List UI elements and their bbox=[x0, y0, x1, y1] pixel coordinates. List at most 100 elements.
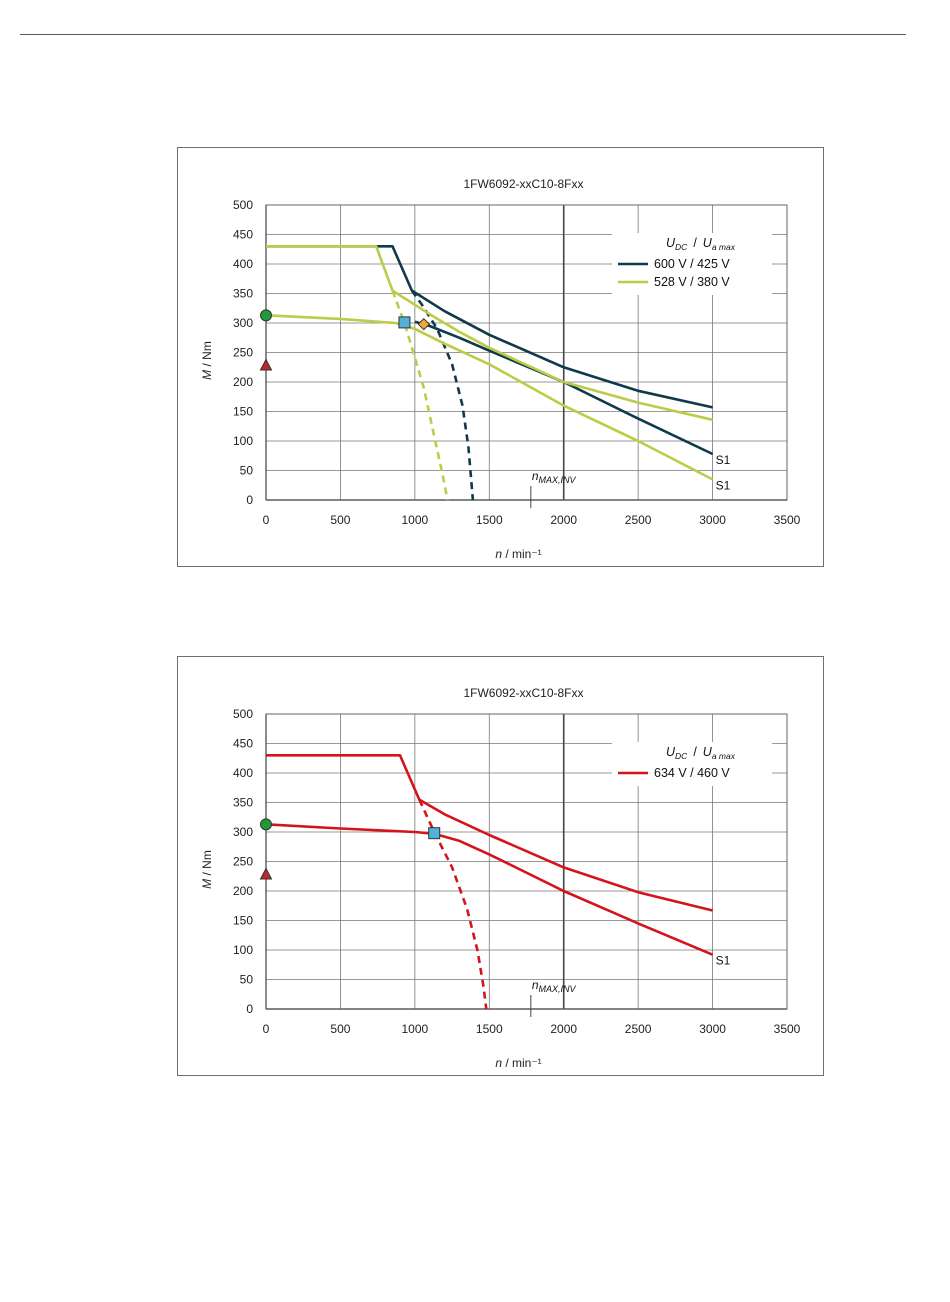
x-tick-label: 0 bbox=[263, 1022, 270, 1036]
y-axis-var: M bbox=[200, 879, 214, 889]
nmax-inv-label: nMAX,INV bbox=[532, 978, 577, 994]
y-tick-label: 250 bbox=[233, 855, 253, 869]
series-1-inverter-limit-line bbox=[391, 290, 449, 501]
series-1-s1-label: S1 bbox=[716, 478, 731, 492]
y-tick-label: 400 bbox=[233, 257, 253, 271]
legend-header-ua-sub: a max bbox=[712, 751, 736, 761]
x-axis-var: n bbox=[495, 547, 502, 561]
series-0-s1-line bbox=[265, 823, 714, 956]
chart-title: 1FW6092-xxC10-8Fxx bbox=[463, 177, 583, 191]
legend-header-ua: U bbox=[703, 745, 713, 759]
legend-background bbox=[612, 742, 772, 786]
x-tick-label: 500 bbox=[330, 1022, 350, 1036]
y-tick-label: 0 bbox=[246, 493, 253, 507]
series-0-inverter-limit-line bbox=[418, 799, 488, 1010]
legend-header-udc: U bbox=[666, 745, 676, 759]
series-1-max-torque-line bbox=[266, 245, 713, 422]
x-tick-label: 1000 bbox=[402, 1022, 429, 1036]
legend-header-ua-sub: a max bbox=[712, 242, 736, 252]
marker-square bbox=[428, 827, 441, 840]
torque-speed-chart-2: 1FW6092-xxC10-8Fxx 0 50 100 150 200 250 300 350 4… bbox=[177, 656, 824, 1076]
y-axis-unit: / Nm bbox=[200, 341, 214, 370]
marker-square bbox=[398, 316, 411, 329]
y-tick-label: 100 bbox=[233, 943, 253, 957]
y-tick-label: 150 bbox=[233, 914, 253, 928]
y-axis-label: M / Nm bbox=[200, 341, 214, 380]
torque-speed-chart-1: 1FW6092-xxC10-8Fxx 0 50 100 150 200 250 300 350 4… bbox=[177, 147, 824, 567]
y-tick-label: 450 bbox=[233, 228, 253, 242]
legend-header-udc-sub: DC bbox=[675, 751, 688, 761]
y-tick-label: 100 bbox=[233, 434, 253, 448]
x-tick-label: 0 bbox=[263, 513, 270, 527]
y-tick-label: 150 bbox=[233, 405, 253, 419]
y-tick-label: 500 bbox=[233, 198, 253, 212]
plot-border bbox=[265, 204, 788, 501]
x-tick-label: 3500 bbox=[774, 513, 801, 527]
series-0-max-torque-line bbox=[266, 245, 713, 409]
chart-1-svg: 1FW6092-xxC10-8Fxx 0 50 100 150 200 250 300 350 4… bbox=[200, 177, 801, 561]
legend-header: UDC / Ua max bbox=[666, 745, 736, 761]
x-tick-label: 2500 bbox=[625, 1022, 652, 1036]
marker-circle bbox=[260, 818, 272, 831]
nmax-inv-sub: MAX,INV bbox=[539, 984, 577, 994]
x-axis-unit: / min⁻¹ bbox=[502, 1056, 542, 1070]
legend-header: UDC / Ua max bbox=[666, 236, 736, 252]
series-0-inverter-limit-line bbox=[410, 289, 475, 501]
series-1-s1-line bbox=[265, 314, 714, 481]
series-0-s1-label: S1 bbox=[716, 453, 731, 467]
series-0-s1-line bbox=[414, 320, 714, 456]
y-tick-label: 0 bbox=[246, 1002, 253, 1016]
x-tick-label: 1500 bbox=[476, 513, 503, 527]
y-tick-label: 50 bbox=[240, 464, 254, 478]
series-0-s1-label: S1 bbox=[716, 954, 731, 968]
series-0-max-torque-line bbox=[266, 754, 713, 912]
x-tick-label: 3000 bbox=[699, 1022, 726, 1036]
y-tick-label: 200 bbox=[233, 884, 253, 898]
y-tick-label: 50 bbox=[240, 973, 254, 987]
legend-label-0: 600 V / 425 V bbox=[654, 257, 730, 271]
marker-diamond bbox=[417, 317, 430, 331]
legend-header-ua: U bbox=[703, 236, 713, 250]
chart-2-svg: 1FW6092-xxC10-8Fxx 0 50 100 150 200 250 300 350 4… bbox=[200, 686, 801, 1070]
y-tick-label: 300 bbox=[233, 825, 253, 839]
x-axis-label: n / min⁻¹ bbox=[495, 547, 541, 561]
y-tick-label: 350 bbox=[233, 796, 253, 810]
x-tick-label: 1000 bbox=[402, 513, 429, 527]
legend-header-sep: / bbox=[693, 236, 697, 250]
header-rule bbox=[20, 34, 906, 35]
x-tick-label: 3500 bbox=[774, 1022, 801, 1036]
legend-header-udc-sub: DC bbox=[675, 242, 688, 252]
nmax-inv-label: nMAX,INV bbox=[532, 469, 577, 485]
marker-circle bbox=[260, 309, 272, 322]
chart-title: 1FW6092-xxC10-8Fxx bbox=[463, 686, 583, 700]
y-tick-label: 400 bbox=[233, 766, 253, 780]
legend-header-udc: U bbox=[666, 236, 676, 250]
y-tick-label: 200 bbox=[233, 375, 253, 389]
legend-header-sep: / bbox=[693, 745, 697, 759]
y-tick-label: 500 bbox=[233, 707, 253, 721]
marker-triangle bbox=[259, 867, 273, 880]
y-tick-label: 350 bbox=[233, 287, 253, 301]
marker-triangle bbox=[259, 358, 273, 371]
y-tick-label: 450 bbox=[233, 737, 253, 751]
y-axis-unit: / Nm bbox=[200, 850, 214, 879]
x-tick-label: 500 bbox=[330, 513, 350, 527]
y-axis-var: M bbox=[200, 370, 214, 380]
x-axis-unit: / min⁻¹ bbox=[502, 547, 542, 561]
x-tick-label: 1500 bbox=[476, 1022, 503, 1036]
y-axis-label: M / Nm bbox=[200, 850, 214, 889]
legend-label-0: 634 V / 460 V bbox=[654, 766, 730, 780]
x-tick-label: 3000 bbox=[699, 513, 726, 527]
nmax-inv-var: n bbox=[532, 469, 539, 483]
x-tick-label: 2000 bbox=[550, 1022, 577, 1036]
x-tick-label: 2500 bbox=[625, 513, 652, 527]
y-tick-label: 300 bbox=[233, 316, 253, 330]
x-axis-label: n / min⁻¹ bbox=[495, 1056, 541, 1070]
y-tick-label: 250 bbox=[233, 346, 253, 360]
nmax-inv-sub: MAX,INV bbox=[539, 475, 577, 485]
x-axis-var: n bbox=[495, 1056, 502, 1070]
plot-border bbox=[265, 713, 788, 1010]
nmax-inv-var: n bbox=[532, 978, 539, 992]
